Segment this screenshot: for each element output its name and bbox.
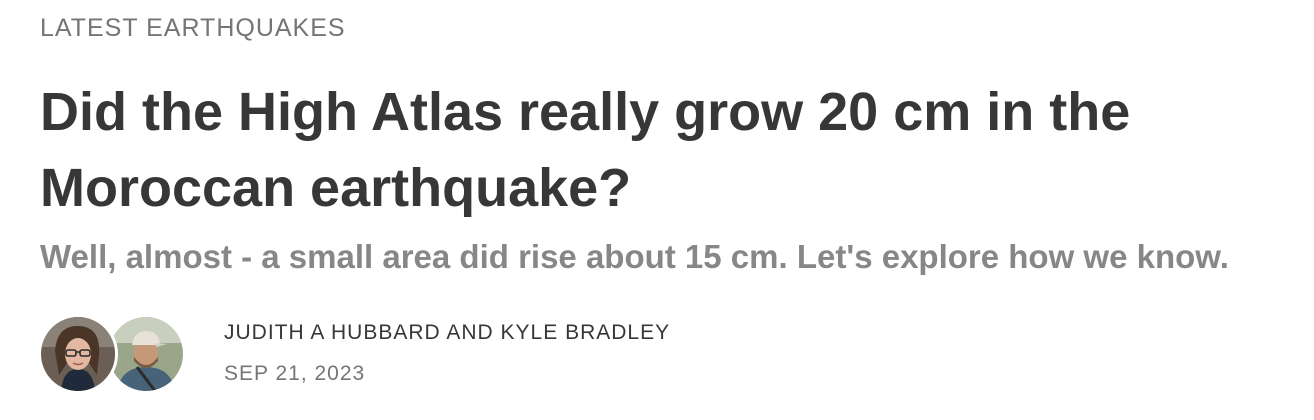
byline: JUDITH A HUBBARD AND KYLE BRADLEY	[224, 321, 670, 345]
author-photo-man-cap	[109, 317, 183, 391]
post-date: SEP 21, 2023	[224, 362, 366, 385]
author-photo-woman-glasses	[41, 317, 115, 391]
author-avatar-kyle[interactable]	[106, 314, 186, 394]
post-title-link[interactable]: Did the High Atlas really grow 20 cm in …	[40, 82, 1131, 218]
author-avatar-judith[interactable]	[38, 314, 118, 394]
section-label[interactable]: LATEST EARTHQUAKES	[40, 14, 346, 42]
author-names-link[interactable]: JUDITH A HUBBARD AND KYLE BRADLEY	[224, 321, 671, 344]
post-subtitle: Well, almost - a small area did rise abo…	[40, 238, 1229, 275]
post-title: Did the High Atlas really grow 20 cm in …	[40, 74, 1314, 226]
